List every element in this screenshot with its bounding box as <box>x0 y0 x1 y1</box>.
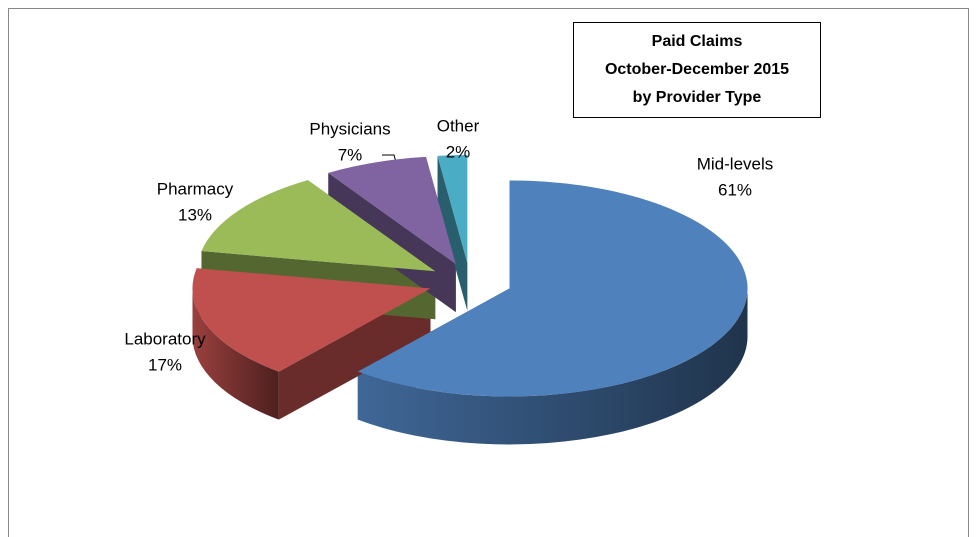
chart-title: by Provider Type <box>633 89 762 106</box>
value-label: 2% <box>446 142 471 161</box>
value-label: 13% <box>178 205 212 224</box>
value-label: 17% <box>148 355 182 374</box>
title-box <box>573 22 821 118</box>
slice <box>437 154 468 263</box>
chart-frame <box>8 8 969 537</box>
category-label: Laboratory <box>124 329 206 348</box>
slice-outer-side <box>192 288 279 420</box>
value-label: 7% <box>338 145 363 164</box>
category-label: Mid-levels <box>697 154 774 173</box>
slice <box>357 180 748 397</box>
slice-outer-side <box>357 288 748 445</box>
category-label: Other <box>437 116 480 135</box>
value-label: 61% <box>718 180 752 199</box>
slice <box>201 180 436 272</box>
labels: Mid-levels 61% Laboratory 17% Pharmacy 13% Phy… <box>124 116 773 374</box>
chart-title: October-December 2015 <box>605 61 789 78</box>
category-label: Physicians <box>309 119 390 138</box>
chart-title: Paid Claims <box>652 33 743 50</box>
slice <box>328 156 456 265</box>
slice-side <box>437 155 468 311</box>
slice <box>192 268 431 372</box>
slice-tops <box>192 154 748 397</box>
category-label: Pharmacy <box>157 179 234 198</box>
